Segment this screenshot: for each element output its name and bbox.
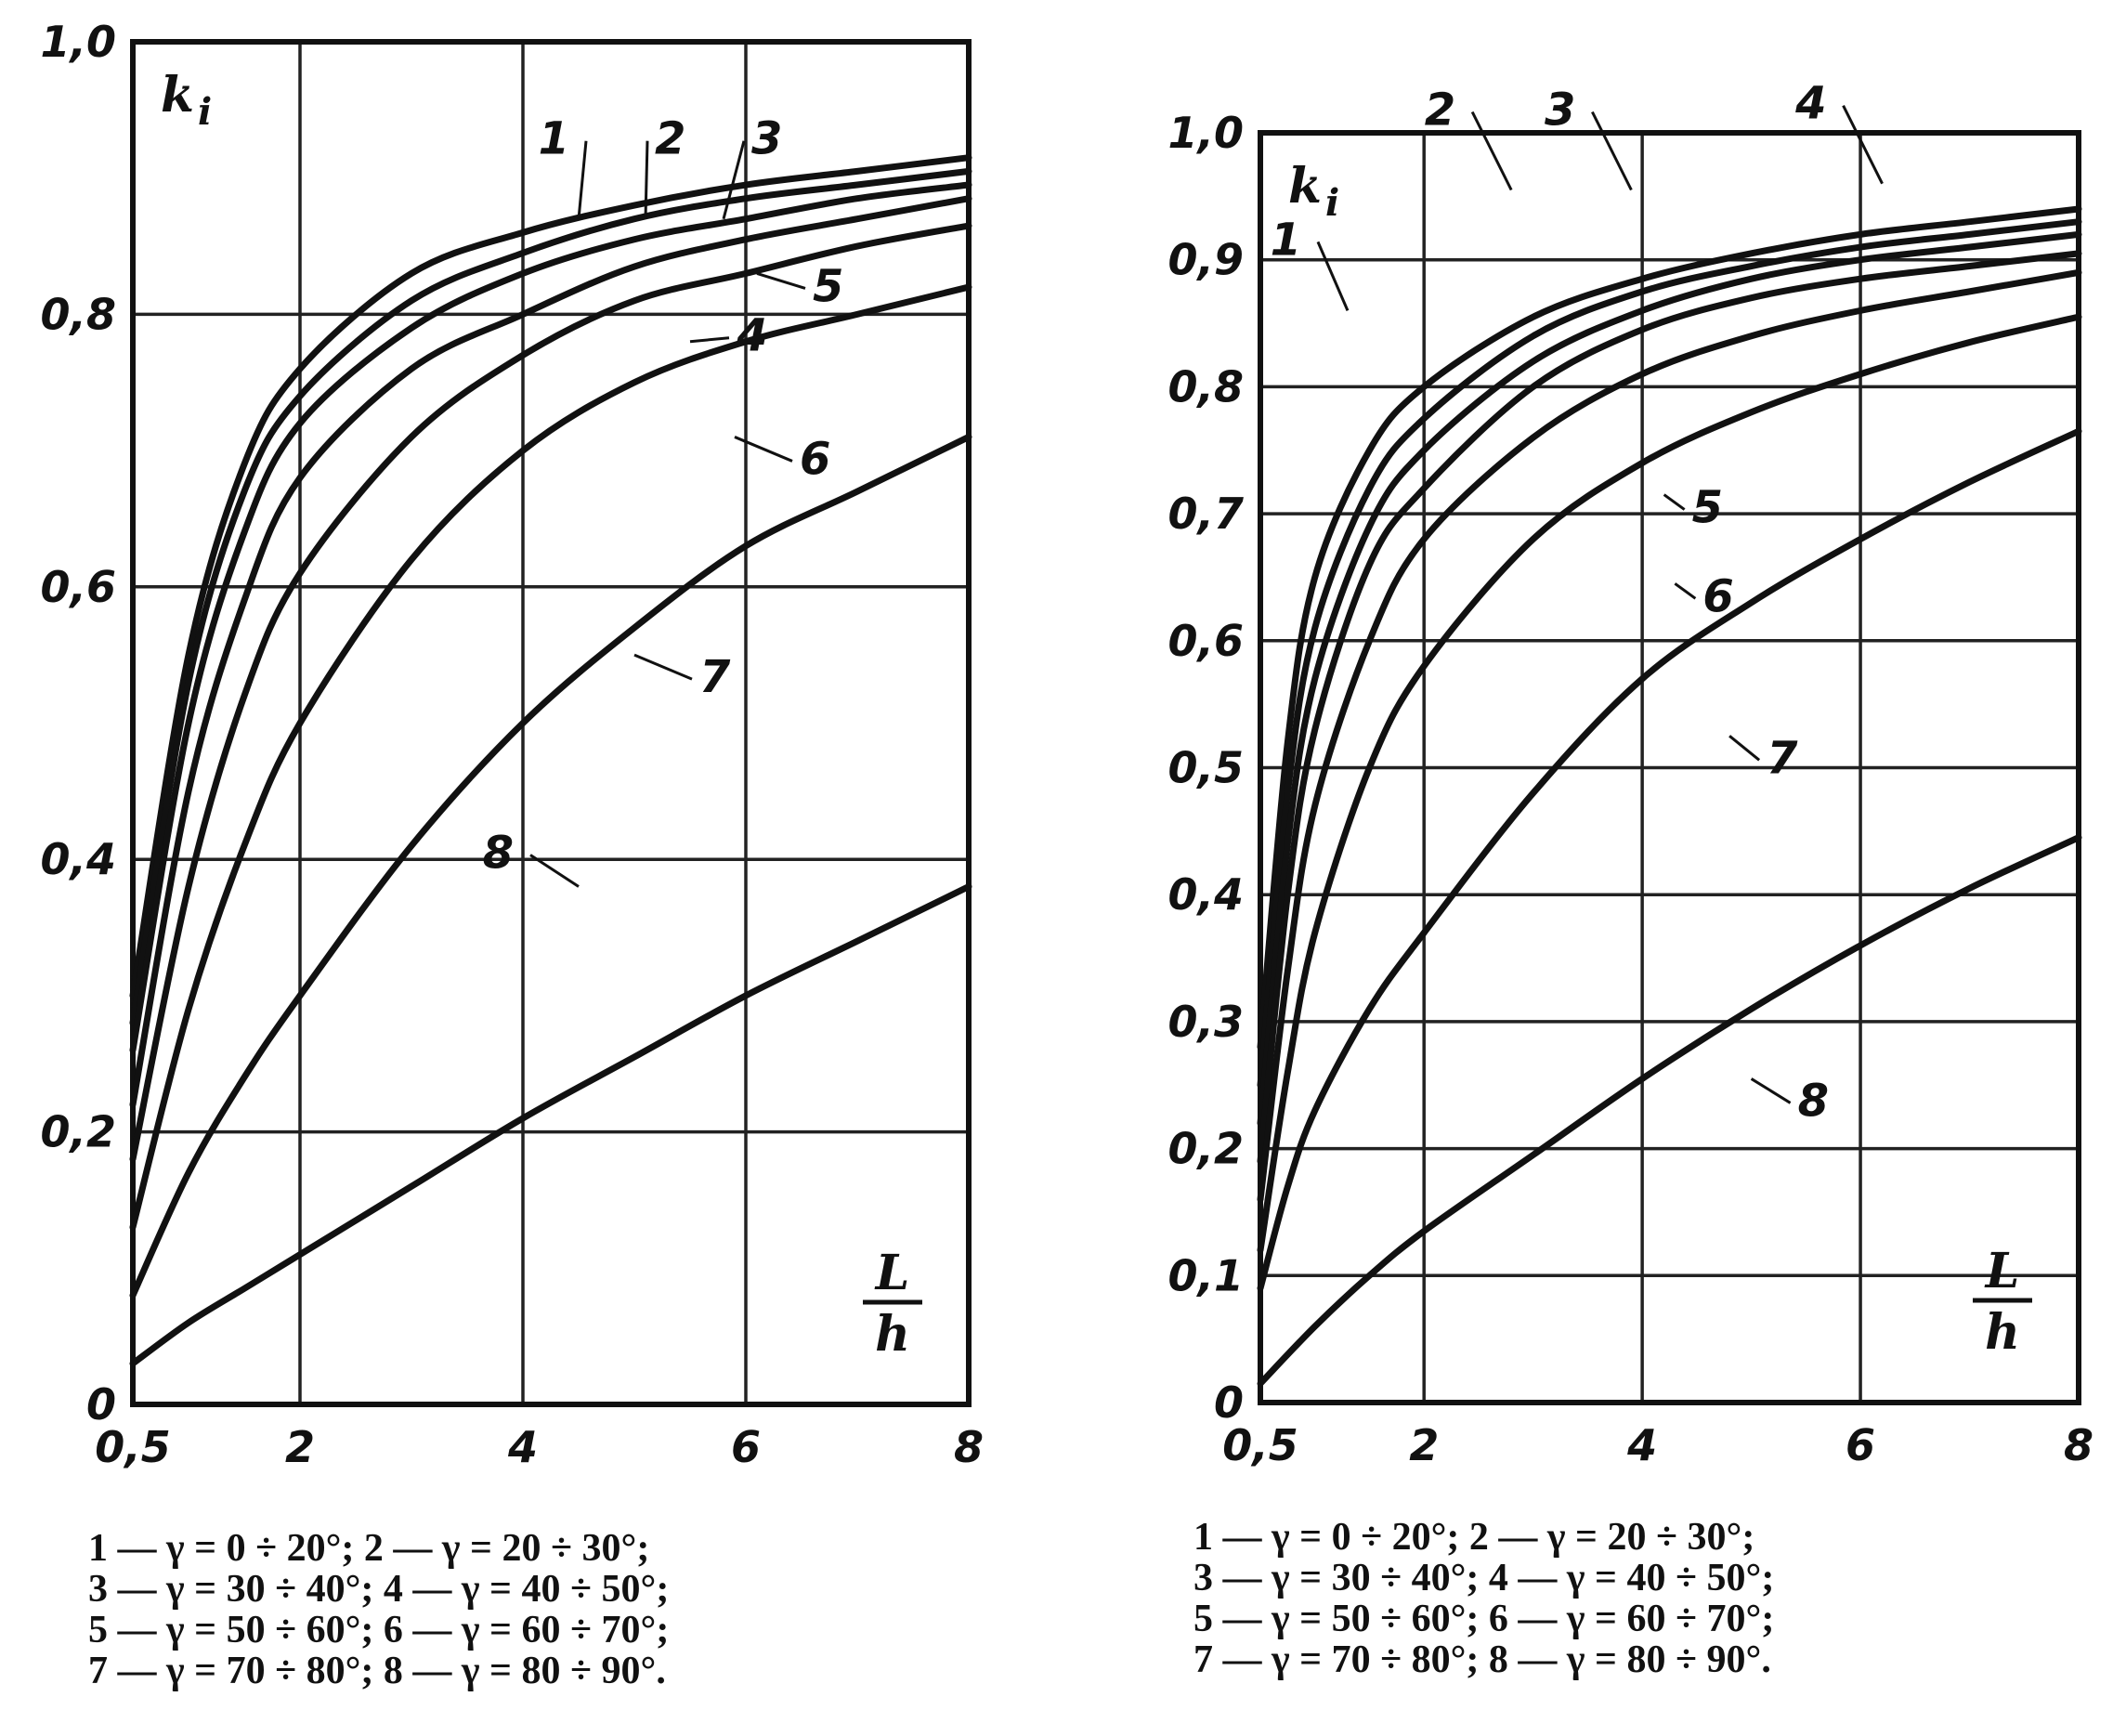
right-curve-label-leader	[1842, 105, 1884, 185]
left-series-line-1	[129, 154, 972, 999]
right-curve-label-leader	[1316, 241, 1350, 311]
left-y-tick-label: 0,6	[41, 562, 117, 612]
left-series-line-5	[129, 222, 972, 1163]
chart-right: 0,5 2 4 6 8 0 0,1 0,2 0,3 0,4 0,5 0,6 0,7 0,8 0,9 1,0 k i…	[1168, 78, 2094, 1681]
left-series-line-6	[129, 283, 972, 1231]
left-legend-line: 5 — γ = 50 ÷ 60°; 6 — γ = 60 ÷ 70°;	[88, 1609, 669, 1651]
right-curve-label-leader	[1728, 735, 1761, 762]
left-x-axis-label-denominator: h	[875, 1306, 910, 1363]
right-x-tick-label: 8	[2064, 1420, 2093, 1470]
right-y-tick-label: 1,0	[1168, 108, 1245, 158]
left-series-line-7	[129, 433, 972, 1299]
left-curve-label-leader	[756, 271, 806, 290]
left-curve-label-leader	[722, 140, 746, 220]
left-curve-label: 2	[655, 113, 685, 165]
right-y-tick-label: 0,5	[1168, 743, 1245, 793]
right-curve-label: 4	[1794, 78, 1826, 130]
left-y-tick-label: 0	[86, 1379, 116, 1429]
right-x-axis-label-numerator: L	[1984, 1243, 2020, 1299]
left-x-axis-label-numerator: L	[874, 1245, 910, 1301]
right-series-line-5	[1257, 268, 2082, 1203]
right-curve-label: 5	[1692, 482, 1723, 534]
left-curve-label-leader	[633, 653, 693, 681]
right-legend-line: 5 — γ = 50 ÷ 60°; 6 — γ = 60 ÷ 70°;	[1193, 1598, 1774, 1640]
right-curve-label-leader	[1663, 493, 1686, 511]
right-y-tick-label: 0,4	[1168, 869, 1245, 920]
right-y-tick-label: 0,6	[1168, 616, 1245, 666]
left-series-line-4	[129, 195, 972, 1108]
right-legend-line: 1 — γ = 0 ÷ 20°; 2 — γ = 20 ÷ 30°;	[1193, 1516, 1754, 1559]
left-y-tick-label: 0,8	[41, 289, 117, 339]
right-curve-label-leader	[1674, 582, 1697, 600]
right-series-line-8	[1257, 834, 2082, 1387]
right-series-line-2	[1257, 218, 2082, 1089]
left-legend-line: 3 — γ = 30 ÷ 40°; 4 — γ = 40 ÷ 50°;	[88, 1568, 669, 1611]
left-curve-label-leader	[689, 336, 730, 344]
left-y-tick-label: 0,4	[41, 834, 117, 884]
left-series-line-2	[129, 167, 972, 1026]
left-curve-label: 8	[483, 828, 514, 880]
left-x-tick-label: 4	[507, 1422, 538, 1472]
right-y-tick-label: 0	[1214, 1377, 1244, 1428]
right-series-line-6	[1257, 313, 2082, 1254]
left-series-line-8	[129, 883, 972, 1367]
left-curve-label-leader	[529, 854, 580, 888]
left-legend-line: 1 — γ = 0 ÷ 20°; 2 — γ = 20 ÷ 30°;	[88, 1527, 649, 1570]
left-legend-line: 7 — γ = 70 ÷ 80°; 8 — γ = 80 ÷ 90°.	[88, 1650, 666, 1692]
right-curve-label: 3	[1545, 85, 1575, 137]
right-curve-label-leader	[1750, 1077, 1792, 1104]
right-curve-label: 1	[1271, 214, 1301, 266]
right-series-line-1	[1257, 205, 2082, 1051]
right-curve-label: 7	[1767, 732, 1798, 784]
right-y-tick-label: 0,3	[1168, 997, 1245, 1047]
left-y-tick-label: 1,0	[41, 17, 117, 67]
left-curve-label: 7	[699, 651, 731, 703]
left-series-line-3	[129, 181, 972, 1054]
right-x-tick-label: 0,5	[1222, 1420, 1298, 1470]
left-plot-frame	[130, 39, 972, 1407]
right-x-tick-label: 4	[1626, 1420, 1657, 1470]
right-y-tick-label: 0,7	[1168, 489, 1245, 539]
left-curve-label: 3	[751, 113, 782, 165]
right-series-line-7	[1257, 427, 2082, 1292]
left-curve-label-leader	[644, 140, 649, 219]
right-y-tick-label: 0,9	[1168, 235, 1245, 285]
left-x-tick-label: 6	[731, 1422, 761, 1472]
right-x-axis-label-denominator: h	[1985, 1304, 2020, 1361]
right-x-tick-label: 2	[1409, 1420, 1439, 1470]
right-legend-line: 7 — γ = 70 ÷ 80°; 8 — γ = 80 ÷ 90°.	[1193, 1638, 1771, 1681]
right-series-line-3	[1257, 230, 2082, 1127]
right-curve-label: 8	[1798, 1075, 1829, 1127]
left-y-tick-label: 0,2	[41, 1107, 117, 1157]
right-y-tick-label: 0,2	[1168, 1124, 1245, 1174]
right-y-tick-label: 0,1	[1168, 1250, 1245, 1300]
right-plot-frame	[1258, 130, 2081, 1405]
left-curve-label-leader	[734, 436, 793, 463]
left-x-tick-label: 8	[954, 1422, 984, 1472]
right-curve-label: 6	[1702, 570, 1733, 622]
right-y-tick-label: 0,8	[1168, 361, 1245, 411]
right-x-tick-label: 6	[1846, 1420, 1875, 1470]
left-x-tick-label: 0,5	[95, 1422, 171, 1472]
left-curve-label: 4	[736, 310, 767, 362]
left-x-tick-label: 2	[285, 1422, 315, 1472]
right-curve-label: 2	[1425, 85, 1455, 137]
left-curve-label: 5	[813, 260, 843, 312]
right-legend-line: 3 — γ = 30 ÷ 40°; 4 — γ = 40 ÷ 50°;	[1193, 1557, 1774, 1599]
right-curve-label-leader	[1591, 111, 1633, 191]
left-curve-label: 6	[800, 433, 830, 485]
right-series-line-4	[1257, 250, 2082, 1165]
left-curve-label: 1	[539, 113, 569, 165]
left-curve-label-leader	[577, 140, 588, 219]
right-curve-label-leader	[1470, 111, 1513, 191]
